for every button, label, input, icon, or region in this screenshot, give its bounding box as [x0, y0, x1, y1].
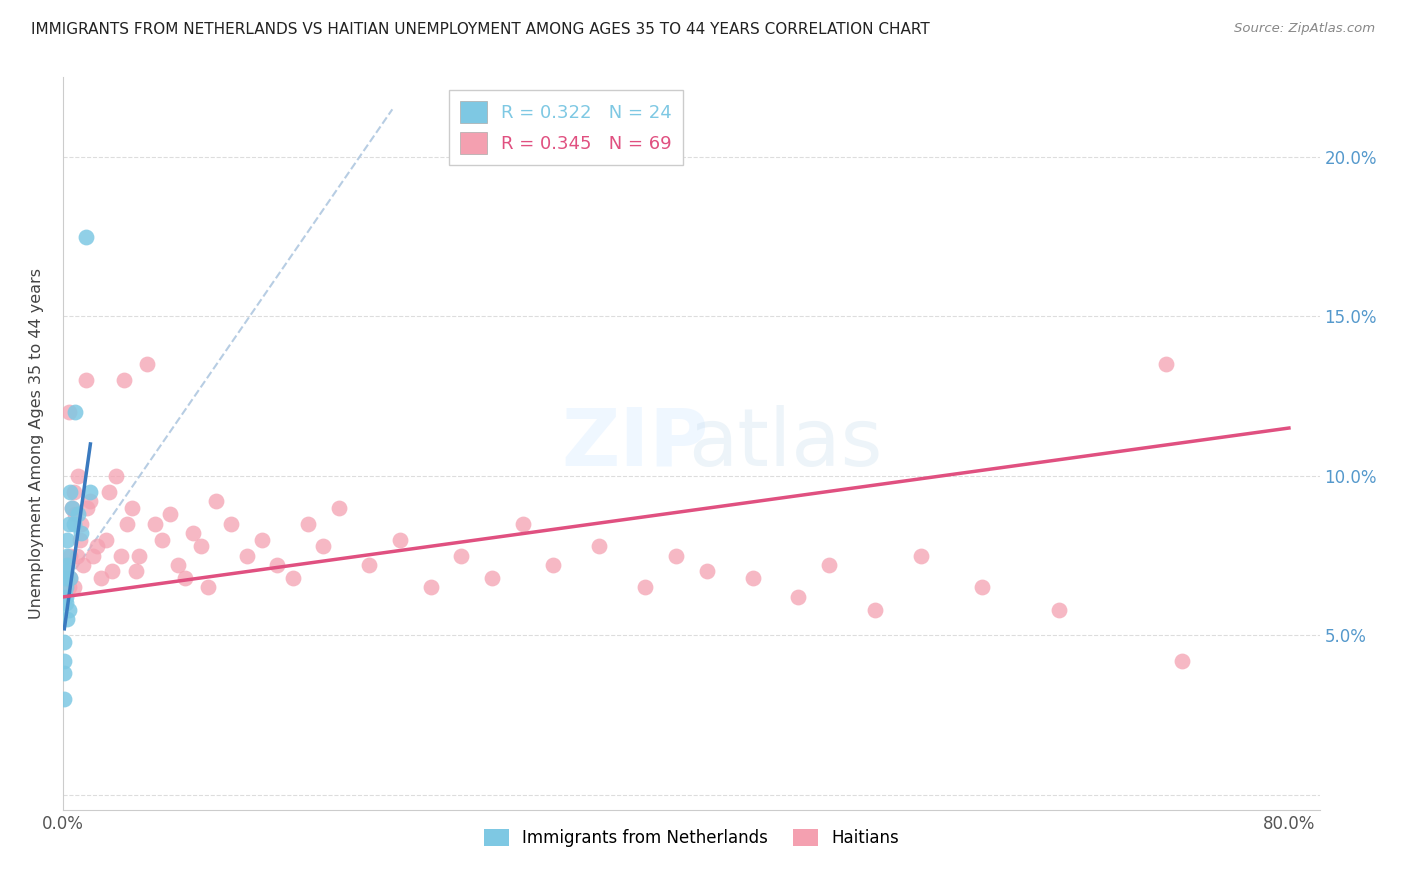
- Point: [90, 571, 112, 585]
- Point: [297, 516, 319, 531]
- Point: [76, 500, 98, 515]
- Point: [55, 596, 77, 610]
- Point: [312, 539, 335, 553]
- Point: [235, 549, 257, 563]
- Point: [58, 581, 80, 595]
- Point: [328, 500, 350, 515]
- Point: [58, 603, 80, 617]
- Text: ZIP: ZIP: [561, 405, 709, 483]
- Point: [166, 558, 188, 572]
- Point: [60, 500, 83, 515]
- Point: [75, 229, 97, 244]
- Point: [112, 373, 135, 387]
- Point: [63, 507, 86, 521]
- Point: [79, 494, 101, 508]
- Point: [55, 571, 77, 585]
- Point: [125, 565, 148, 579]
- Point: [94, 533, 117, 547]
- Point: [55, 590, 77, 604]
- Point: [159, 507, 181, 521]
- Point: [70, 516, 93, 531]
- Point: [62, 484, 84, 499]
- Point: [60, 500, 83, 515]
- Point: [56, 558, 79, 572]
- Point: [388, 533, 411, 547]
- Point: [152, 533, 174, 547]
- Point: [69, 533, 91, 547]
- Point: [59, 549, 82, 563]
- Point: [55, 571, 77, 585]
- Point: [281, 571, 304, 585]
- Point: [1156, 357, 1178, 371]
- Point: [359, 558, 381, 572]
- Point: [696, 565, 718, 579]
- Y-axis label: Unemployment Among Ages 35 to 44 years: Unemployment Among Ages 35 to 44 years: [30, 268, 44, 619]
- Point: [143, 516, 166, 531]
- Point: [67, 468, 90, 483]
- Point: [53, 692, 76, 706]
- Point: [787, 590, 810, 604]
- Point: [101, 565, 124, 579]
- Point: [115, 516, 138, 531]
- Point: [266, 558, 288, 572]
- Point: [55, 581, 77, 595]
- Point: [197, 581, 219, 595]
- Point: [481, 571, 503, 585]
- Point: [53, 654, 76, 668]
- Point: [512, 516, 534, 531]
- Point: [55, 565, 77, 579]
- Point: [665, 549, 688, 563]
- Point: [79, 484, 101, 499]
- Point: [58, 516, 80, 531]
- Point: [128, 549, 150, 563]
- Point: [910, 549, 932, 563]
- Text: atlas: atlas: [689, 405, 883, 483]
- Point: [53, 634, 76, 648]
- Point: [250, 533, 273, 547]
- Point: [59, 571, 82, 585]
- Point: [818, 558, 841, 572]
- Point: [181, 526, 204, 541]
- Point: [741, 571, 763, 585]
- Point: [105, 468, 128, 483]
- Point: [56, 558, 79, 572]
- Point: [97, 484, 120, 499]
- Point: [1170, 654, 1192, 668]
- Point: [110, 549, 132, 563]
- Point: [56, 549, 79, 563]
- Point: [63, 405, 86, 419]
- Point: [62, 581, 84, 595]
- Text: Source: ZipAtlas.com: Source: ZipAtlas.com: [1234, 22, 1375, 36]
- Point: [450, 549, 472, 563]
- Point: [541, 558, 564, 572]
- Point: [65, 549, 87, 563]
- Point: [56, 612, 79, 626]
- Point: [588, 539, 610, 553]
- Point: [634, 581, 657, 595]
- Point: [1047, 603, 1070, 617]
- Point: [121, 500, 143, 515]
- Point: [221, 516, 243, 531]
- Point: [972, 581, 994, 595]
- Point: [56, 533, 79, 547]
- Point: [59, 571, 82, 585]
- Text: IMMIGRANTS FROM NETHERLANDS VS HAITIAN UNEMPLOYMENT AMONG AGES 35 TO 44 YEARS CO: IMMIGRANTS FROM NETHERLANDS VS HAITIAN U…: [31, 22, 929, 37]
- Point: [67, 507, 90, 521]
- Point: [70, 526, 93, 541]
- Point: [62, 516, 84, 531]
- Point: [174, 571, 197, 585]
- Point: [190, 539, 212, 553]
- Point: [59, 484, 82, 499]
- Point: [72, 558, 94, 572]
- Point: [86, 539, 108, 553]
- Legend: Immigrants from Netherlands, Haitians: Immigrants from Netherlands, Haitians: [477, 822, 905, 854]
- Point: [53, 666, 76, 681]
- Point: [136, 357, 159, 371]
- Point: [75, 373, 97, 387]
- Point: [58, 405, 80, 419]
- Point: [863, 603, 886, 617]
- Point: [205, 494, 228, 508]
- Point: [419, 581, 441, 595]
- Point: [82, 549, 104, 563]
